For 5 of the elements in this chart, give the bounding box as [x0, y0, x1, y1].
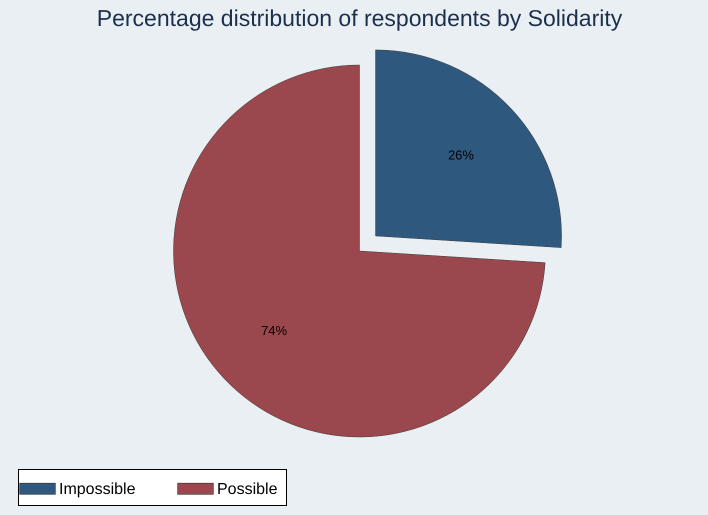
legend-label: Possible [217, 480, 278, 498]
data-label: 26% [448, 148, 474, 163]
chart-title: Percentage distribution of respondents by Solidarity [96, 5, 623, 31]
data-label: 74% [261, 323, 288, 338]
legend-label: Impossible [59, 480, 136, 498]
